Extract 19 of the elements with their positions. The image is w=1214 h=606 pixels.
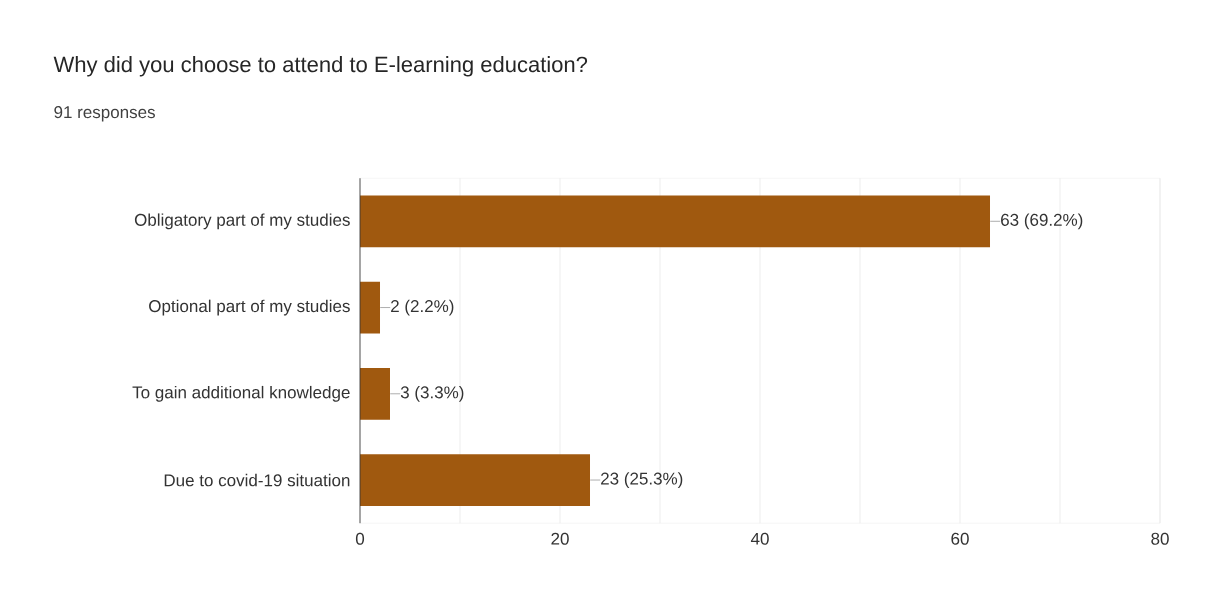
- data-label: 23 (25.3%): [601, 472, 683, 488]
- bar: [360, 454, 591, 506]
- x-tick-label: 20: [551, 532, 569, 545]
- data-label: 63 (69.2%): [1001, 213, 1083, 230]
- text: 91 responses: [54, 106, 155, 122]
- data-label: 2 (2.2%): [391, 299, 454, 316]
- y-tick-label: To gain additional knowledge: [132, 385, 350, 402]
- bar: [360, 281, 381, 334]
- bar: [360, 195, 991, 248]
- y-tick-label: Obligatory part of my studies: [134, 213, 350, 230]
- data-label: 3 (3.3%): [400, 385, 464, 402]
- x-tick-label: 40: [750, 532, 769, 545]
- chart-title: Why did you choose to attend to E-learning education?: [53, 56, 588, 77]
- y-tick-label: Due to covid-19 situation: [164, 473, 350, 487]
- x-tick-label: 60: [951, 532, 969, 545]
- y-tick-label: Optional part of my studies: [149, 299, 350, 316]
- x-tick-label: 80: [1151, 532, 1169, 545]
- x-tick-label: 0: [355, 532, 365, 545]
- bar: [360, 367, 390, 420]
